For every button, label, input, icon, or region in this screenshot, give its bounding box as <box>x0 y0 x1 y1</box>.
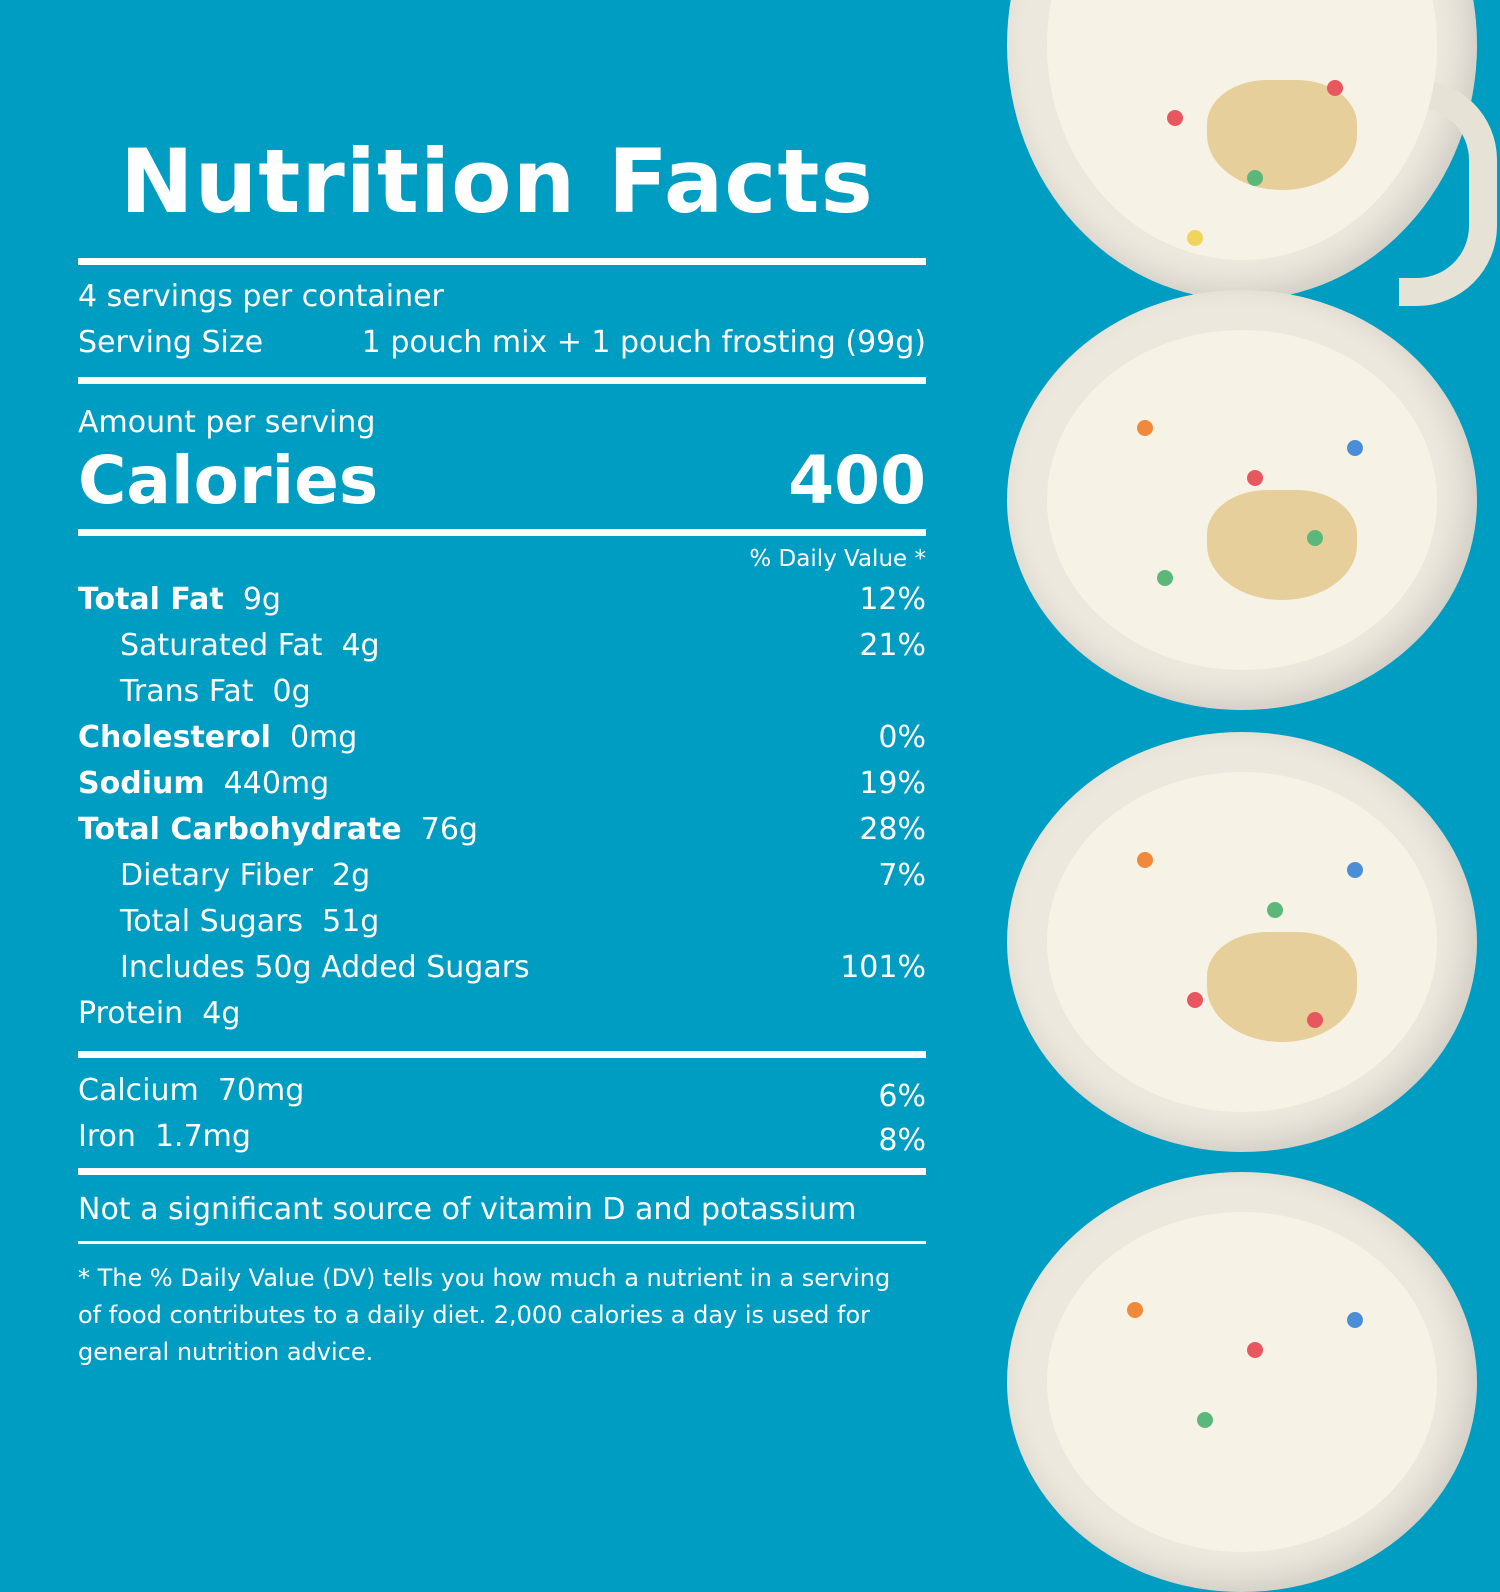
nutrient-name: Dietary Fiber <box>120 858 313 893</box>
nutrient-amount: 0g <box>272 674 311 709</box>
nutrient-amount: 76g <box>420 812 478 847</box>
nutrient-name: Total Fat <box>78 582 224 617</box>
nutrient-name: Sodium <box>78 766 205 801</box>
footnote-line-1: * The % Daily Value (DV) tells you how m… <box>78 1264 891 1292</box>
nutrient-amount: 440mg <box>223 766 330 801</box>
divider-calories <box>78 529 926 536</box>
mug-cake-4 <box>1007 1172 1477 1592</box>
footnote-line-3: general nutrition advice. <box>78 1338 374 1366</box>
mug-cake-1 <box>1007 0 1497 306</box>
nutrient-amount: 0mg <box>289 720 358 755</box>
mug-cakes-image <box>1005 0 1500 1592</box>
nutrient-amount: 9g <box>242 582 281 617</box>
nutrient-name: Total Carbohydrate <box>78 812 402 847</box>
label-title: Nutrition Facts <box>120 130 874 233</box>
calories-label: Calories <box>78 442 379 519</box>
mineral-dv: 6% <box>878 1079 926 1114</box>
calories-value: 400 <box>788 442 926 519</box>
servings-per-container: 4 servings per container <box>78 279 444 314</box>
nutrient-name: Includes 50g Added Sugars <box>120 950 530 985</box>
nutrient-amount: 51g <box>322 904 380 939</box>
mug-cake-3 <box>1007 732 1477 1152</box>
mineral-name: Calcium <box>78 1073 199 1108</box>
footnote-line-2: of food contributes to a daily diet. 2,0… <box>78 1301 871 1329</box>
nutrient-name: Trans Fat <box>120 674 254 709</box>
nutrient-name: Saturated Fat <box>120 628 323 663</box>
nutrient-name: Total Sugars <box>120 904 304 939</box>
mineral-dv: 8% <box>878 1123 926 1158</box>
divider-serving <box>78 377 926 384</box>
divider-minerals <box>78 1051 926 1058</box>
divider-top <box>78 258 926 265</box>
nutrient-amount: 4g <box>202 996 241 1031</box>
nutrient-dv: 12% <box>859 582 926 617</box>
nutrient-amount: 2g <box>331 858 371 893</box>
nutrient-amount: 4g <box>341 628 380 663</box>
nutrient-dv: 101% <box>840 950 926 985</box>
nutrient-name: Protein <box>78 996 184 1031</box>
mug-cake-2 <box>1007 290 1477 710</box>
nutrient-name: Cholesterol <box>78 720 271 755</box>
mineral-amount: 1.7mg <box>154 1119 251 1154</box>
nutrient-dv: 7% <box>878 858 926 893</box>
serving-size-value: 1 pouch mix + 1 pouch frosting (99g) <box>361 325 926 360</box>
nutrient-dv: 21% <box>859 628 926 663</box>
daily-value-header: % Daily Value * <box>749 546 926 572</box>
divider-footnote <box>78 1241 926 1244</box>
mineral-amount: 70mg <box>217 1073 305 1108</box>
divider-vitamins <box>78 1168 926 1175</box>
nutrient-dv: 28% <box>859 812 926 847</box>
nutrient-dv: 19% <box>859 766 926 801</box>
amount-per-serving: Amount per serving <box>78 405 376 440</box>
serving-size-label: Serving Size <box>78 325 264 360</box>
not-significant-note: Not a significant source of vitamin D an… <box>78 1192 857 1227</box>
mineral-name: Iron <box>78 1119 136 1154</box>
nutrient-dv: 0% <box>878 720 926 755</box>
